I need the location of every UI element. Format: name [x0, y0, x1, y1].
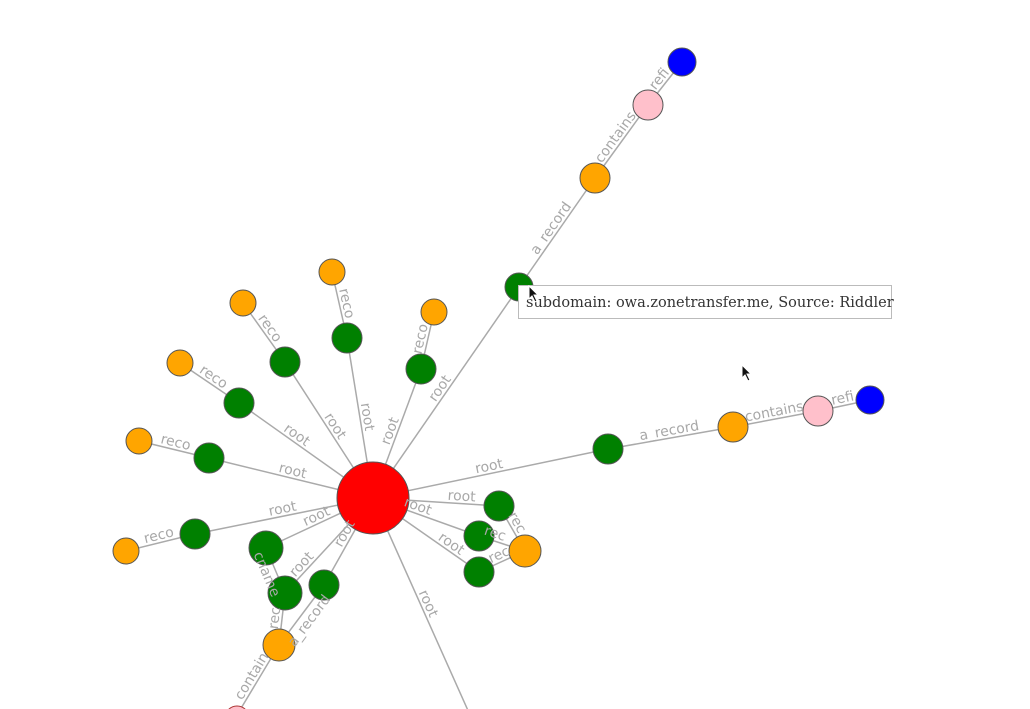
edge-c-g2: [372, 448, 609, 499]
edge-label: a_record: [527, 199, 575, 258]
edge-label: root: [415, 588, 441, 621]
node-subdomain[interactable]: [483, 490, 515, 522]
edge-g1-o1: [518, 177, 596, 288]
edge-label: reco: [335, 287, 357, 320]
edge-labels-layer: rootrootrootrootrootrootrootrootrootroot…: [142, 65, 855, 703]
node-tooltip: subdomain: owa.zonetransfer.me, Source: …: [518, 285, 894, 319]
edge-label: reco: [142, 524, 175, 547]
node-subdomain[interactable]: [223, 387, 255, 419]
node-ip[interactable]: [229, 289, 257, 317]
node-netblock[interactable]: [632, 89, 664, 121]
node-ip[interactable]: [420, 298, 448, 326]
edge-label: root: [281, 421, 314, 451]
edge-label: root: [402, 494, 434, 519]
edge-label: root: [267, 498, 298, 519]
node-subdomain[interactable]: [269, 346, 301, 378]
edges-layer: [125, 61, 871, 709]
edge-label: root: [357, 402, 377, 433]
edge-label: root: [435, 529, 468, 558]
edge-label: reco: [410, 322, 432, 355]
node-subdomain[interactable]: [248, 530, 284, 566]
edge-label: root: [447, 488, 477, 506]
edge-label: contain: [232, 650, 272, 703]
nodes-layer: [112, 47, 885, 709]
node-subdomain[interactable]: [308, 569, 340, 601]
node-ip[interactable]: [717, 411, 749, 443]
node-ip[interactable]: [166, 349, 194, 377]
node-asn[interactable]: [667, 47, 697, 77]
edge-label: contains: [744, 399, 805, 426]
node-subdomain[interactable]: [592, 433, 624, 465]
node-subdomain[interactable]: [193, 442, 225, 474]
edge-g2-o2: [607, 426, 734, 450]
node-ip[interactable]: [262, 628, 296, 662]
node-subdomain[interactable]: [179, 518, 211, 550]
node-offscreen[interactable]: [225, 705, 249, 709]
node-subdomain[interactable]: [463, 520, 495, 552]
mouse-cursor-icon: [741, 364, 753, 382]
edge-label: root: [277, 460, 309, 482]
edge-label: refi: [830, 388, 856, 408]
node-ip[interactable]: [112, 537, 140, 565]
edge-label: contains: [592, 109, 640, 166]
node-subdomain[interactable]: [405, 353, 437, 385]
node-netblock[interactable]: [802, 395, 834, 427]
node-ip[interactable]: [579, 162, 611, 194]
node-subdomain[interactable]: [463, 556, 495, 588]
node-ip[interactable]: [318, 258, 346, 286]
edge-label: rec: [266, 606, 284, 629]
edge-c-off2: [372, 497, 469, 709]
node-asn[interactable]: [855, 385, 885, 415]
node-subdomain[interactable]: [267, 575, 303, 611]
mouse-cursor-icon: [528, 285, 540, 303]
edge-label: reco: [196, 362, 230, 392]
edge-label: reco: [254, 311, 285, 345]
edge-label: root: [378, 415, 403, 447]
edge-label: root: [474, 456, 505, 477]
edge-c-g1: [372, 286, 520, 499]
edge-label: reco: [159, 431, 192, 454]
edge-label: root: [321, 410, 350, 443]
node-ip[interactable]: [125, 427, 153, 455]
edge-label: refi: [646, 65, 673, 93]
edge-label: rec: [482, 523, 508, 545]
node-root[interactable]: [336, 461, 410, 535]
edge-label: a_record: [638, 418, 700, 444]
node-ip[interactable]: [508, 534, 542, 568]
node-subdomain[interactable]: [331, 322, 363, 354]
